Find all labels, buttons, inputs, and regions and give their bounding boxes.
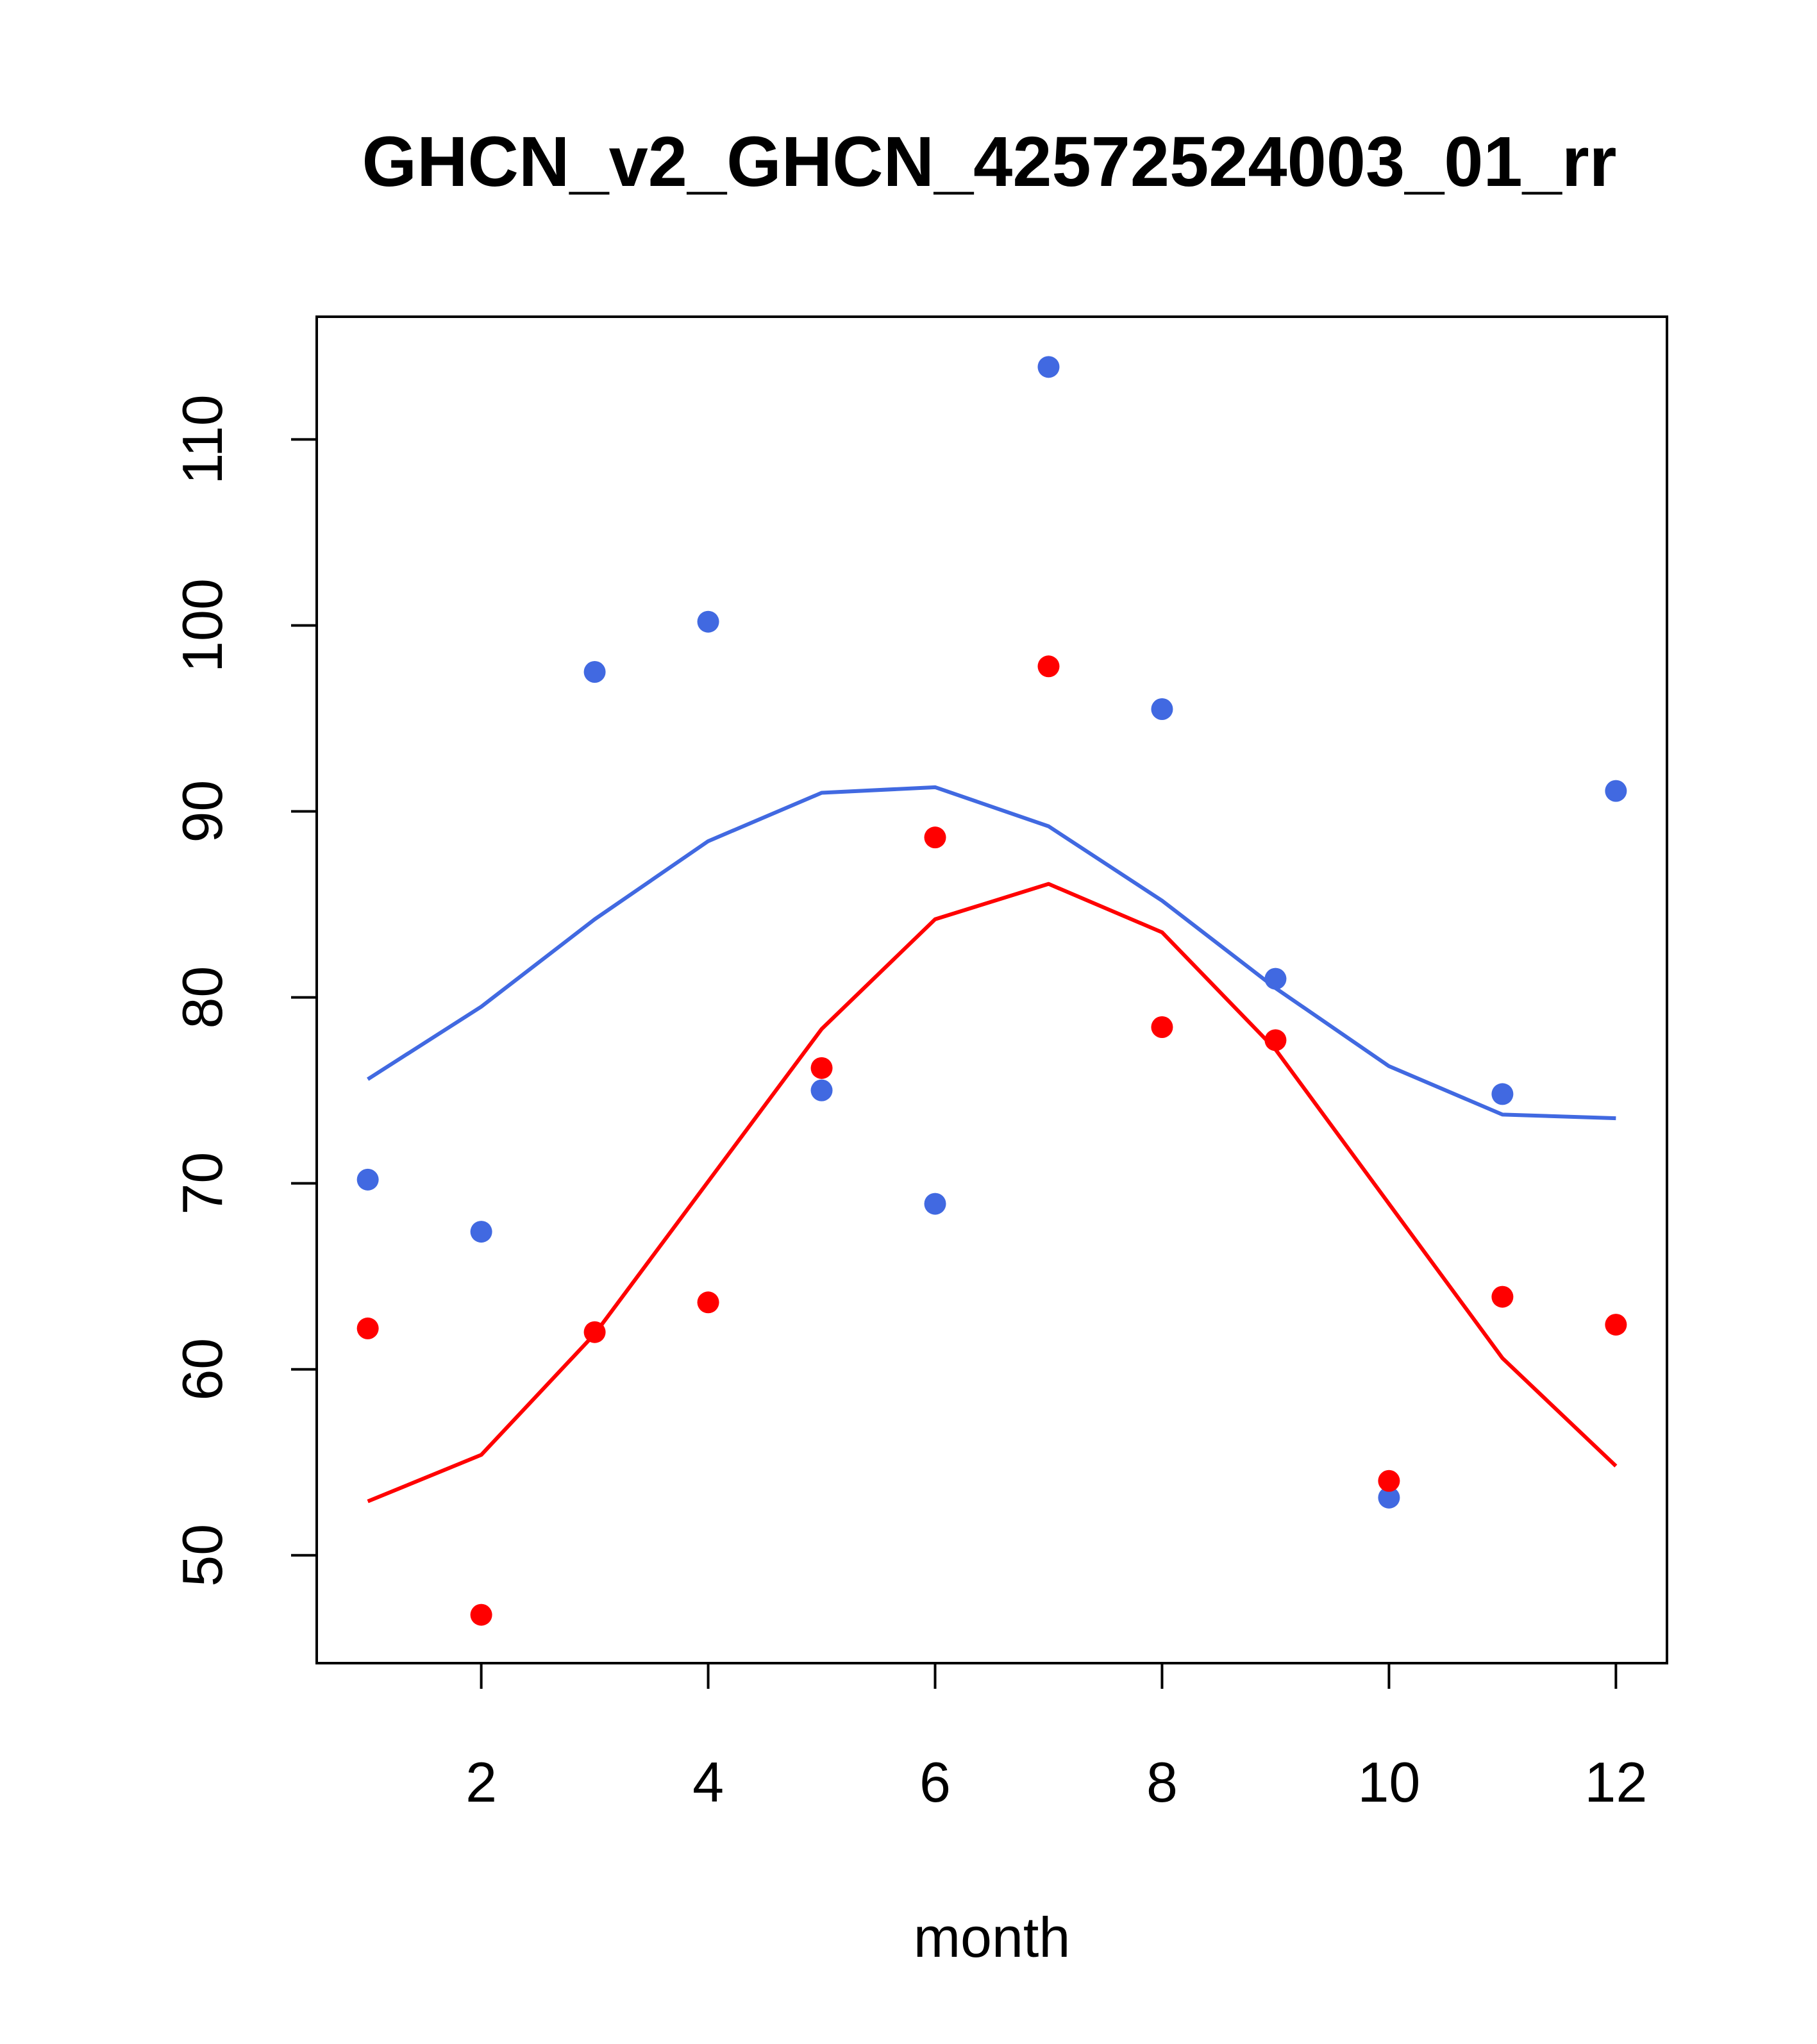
series-2-point: [924, 826, 946, 849]
series-1-point: [1378, 1486, 1400, 1509]
x-tick-label: 10: [1357, 1750, 1420, 1814]
series-1-point: [470, 1221, 492, 1243]
series-1-point: [356, 1168, 379, 1191]
series-points: [356, 356, 1627, 1626]
series-lines: [367, 785, 1618, 1504]
series-2-point: [1264, 1029, 1287, 1051]
x-tick-label: 4: [692, 1750, 724, 1814]
series-1-point: [697, 610, 719, 633]
series-1-point: [810, 1079, 833, 1102]
y-tick-label: 60: [171, 1338, 234, 1401]
series-2-point: [810, 1057, 833, 1079]
series-1-point: [924, 1193, 946, 1215]
y-tick-label: 100: [171, 578, 234, 673]
series-2-point: [1378, 1470, 1400, 1492]
y-axis: 50 60 70 80 90 100 110: [171, 394, 318, 1587]
x-tick-label: 2: [465, 1750, 497, 1814]
series-2-point: [1037, 655, 1060, 678]
x-tick-label: 8: [1146, 1750, 1178, 1814]
y-tick-label: 70: [171, 1152, 234, 1215]
series-2-point: [356, 1317, 379, 1339]
series-2-point: [697, 1291, 719, 1314]
y-tick-label: 110: [171, 394, 234, 484]
y-tick-label: 50: [171, 1524, 234, 1587]
x-axis-label: month: [914, 1906, 1071, 1969]
series-2-point: [1605, 1314, 1627, 1336]
series-1-point: [583, 661, 606, 683]
x-tick-label: 12: [1584, 1750, 1647, 1814]
chart-title: GHCN_v2_GHCN_42572524003_01_rr: [362, 122, 1617, 201]
series-2-point: [1151, 1016, 1173, 1039]
x-tick-label: 6: [919, 1750, 951, 1814]
series-1-point: [1151, 698, 1173, 721]
series-1-point: [1037, 356, 1060, 378]
series-1-point: [1491, 1083, 1514, 1105]
series-2-line: [367, 882, 1618, 1504]
series-2-point: [470, 1604, 492, 1626]
series-2-point: [1491, 1286, 1514, 1308]
series-2-point: [583, 1321, 606, 1343]
y-tick-label: 90: [171, 780, 234, 843]
series-1-line: [367, 785, 1616, 1121]
x-axis: 2 4 6 8 10 12: [465, 1662, 1647, 1814]
series-1-point: [1264, 968, 1287, 990]
plot-frame: [315, 315, 1668, 1664]
series-1-point: [1605, 780, 1627, 802]
y-tick-label: 80: [171, 966, 234, 1029]
